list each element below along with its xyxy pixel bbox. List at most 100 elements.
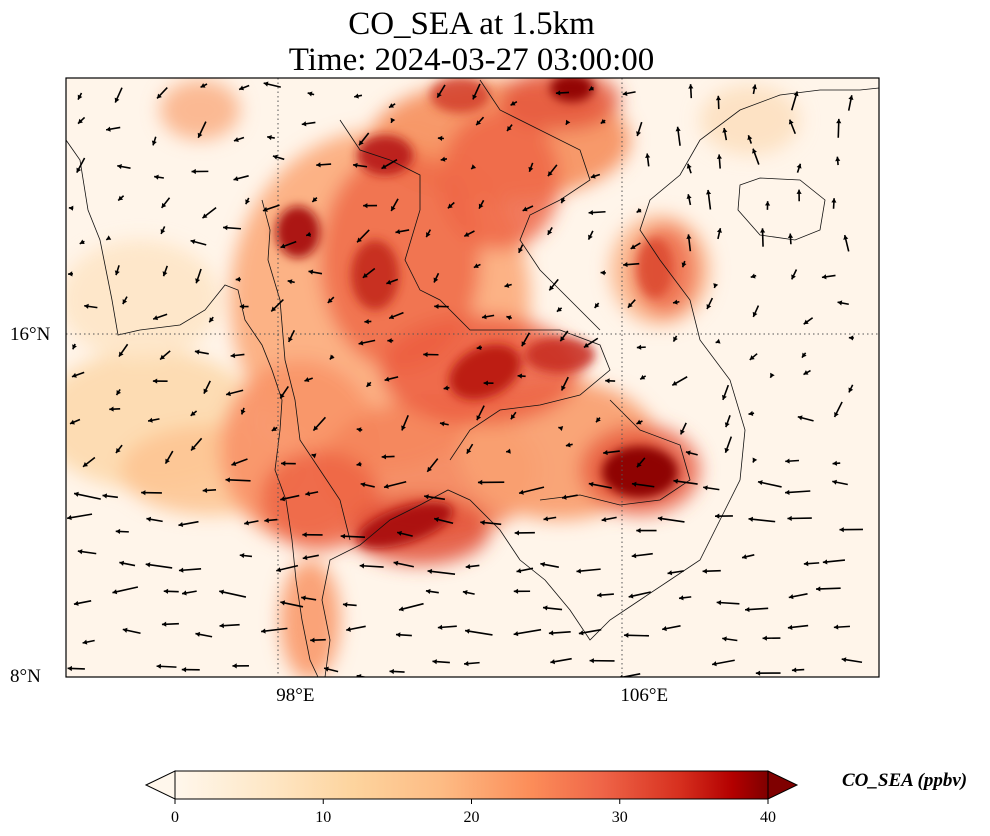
wind-arrow	[506, 315, 512, 321]
wind-arrow	[672, 299, 680, 305]
wind-arrow	[67, 665, 85, 672]
wind-arrow	[342, 602, 357, 608]
wind-arrow	[358, 132, 370, 146]
wind-arrow	[439, 421, 449, 427]
wind-arrow	[478, 199, 485, 210]
wind-arrow	[114, 265, 120, 276]
wind-arrow	[787, 624, 809, 630]
colorbar-tick-label: 0	[171, 809, 179, 826]
wind-arrow	[480, 520, 502, 526]
wind-arrow	[308, 269, 323, 275]
wind-arrow	[622, 90, 636, 97]
wind-arrow	[105, 235, 112, 241]
map-gridlines	[66, 78, 879, 677]
wind-arrow	[745, 606, 769, 613]
wind-arrow	[661, 625, 681, 632]
wind-arrow	[72, 343, 77, 350]
wind-arrow	[636, 207, 642, 214]
wind-arrow	[262, 204, 280, 212]
wind-arrow	[636, 457, 646, 468]
wind-arrow	[835, 156, 841, 166]
wind-arrow	[360, 482, 375, 488]
wind-arrow	[583, 337, 599, 349]
wind-arrow	[636, 419, 643, 425]
wind-arrow	[594, 302, 600, 309]
wind-arrow	[390, 198, 399, 212]
wind-arrow	[102, 493, 118, 499]
wind-arrow	[506, 448, 511, 454]
wind-arrow	[750, 273, 757, 279]
wind-arrow	[279, 385, 289, 399]
wind-arrow	[504, 282, 512, 288]
wind-arrow	[230, 352, 245, 359]
wind-arrow	[560, 376, 569, 391]
wind-arrow	[66, 513, 93, 521]
wind-arrow	[203, 380, 211, 394]
wind-arrow	[797, 415, 814, 422]
wind-arrow	[747, 134, 753, 144]
wind-arrow	[548, 630, 571, 636]
wind-arrow	[190, 410, 198, 417]
wind-arrow	[301, 121, 316, 127]
wind-arrow	[358, 339, 376, 346]
wind-arrow	[346, 625, 366, 632]
wind-arrow	[762, 635, 781, 641]
wind-arrow	[287, 329, 296, 343]
wind-arrow	[601, 516, 617, 523]
wind-arrow	[223, 225, 242, 231]
wind-arrow	[122, 296, 128, 305]
wind-arrow	[506, 124, 513, 132]
wind-arrow	[787, 515, 812, 521]
wind-arrow	[354, 93, 363, 99]
wind-arrow	[603, 449, 620, 456]
wind-arrow	[270, 299, 284, 312]
wind-arrow	[141, 490, 162, 496]
map-title-line1: CO_SEA at 1.5km	[348, 6, 595, 42]
wind-arrow	[848, 335, 854, 341]
wind-arrow	[639, 374, 647, 380]
wind-arrow	[84, 303, 98, 309]
wind-arrow	[558, 426, 564, 431]
wind-arrow	[388, 311, 404, 320]
wind-arrow	[190, 239, 207, 246]
lon-tick-label: 98°E	[276, 685, 315, 706]
wind-arrow	[465, 564, 480, 570]
lon-tick-label: 106°E	[620, 685, 669, 706]
wind-arrow	[576, 568, 601, 574]
wind-arrow	[836, 118, 842, 138]
wind-arrow	[757, 480, 782, 488]
wind-arrow	[356, 461, 362, 467]
wind-arrow	[202, 487, 217, 493]
wind-arrow	[197, 121, 207, 139]
coastlines-and-borders	[66, 79, 879, 677]
wind-arrow	[516, 567, 534, 574]
wind-arrow	[437, 135, 444, 141]
wind-arrow	[706, 297, 714, 310]
wind-arrow	[68, 205, 74, 211]
wind-arrow	[514, 530, 535, 536]
wind-arrow	[105, 126, 121, 132]
wind-arrow	[160, 197, 171, 209]
wind-arrow	[751, 84, 757, 95]
wind-arrow	[631, 481, 655, 488]
wind-arrow	[463, 230, 475, 237]
wind-arrow	[305, 231, 312, 237]
wind-arrow	[769, 372, 775, 379]
wind-arrow	[832, 479, 848, 486]
wind-arrow	[121, 678, 142, 683]
wind-arrow	[755, 670, 781, 676]
wind-arrow	[73, 491, 101, 500]
wind-arrow	[233, 175, 249, 182]
wind-arrow	[724, 415, 731, 428]
wind-arrow	[605, 378, 616, 384]
wind-arrow	[363, 203, 378, 209]
wind-arrow	[389, 668, 405, 675]
wind-arrow	[472, 83, 481, 100]
wind-arrow	[272, 154, 285, 161]
wind-arrow	[760, 228, 766, 247]
wind-arrow	[702, 568, 721, 574]
colorbar-gradient	[175, 771, 768, 799]
wind-arrow	[711, 659, 735, 667]
wind-arrow	[82, 456, 96, 468]
wind-arrow	[238, 84, 250, 91]
